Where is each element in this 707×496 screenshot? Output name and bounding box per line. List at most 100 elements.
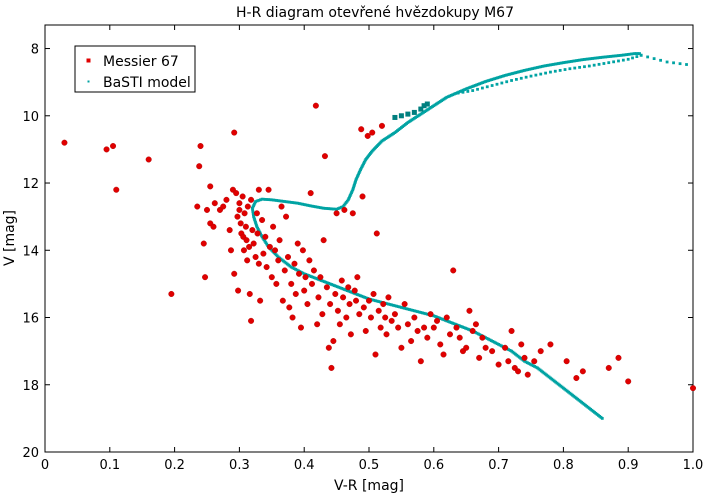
model-point	[448, 94, 452, 98]
model-point	[294, 267, 297, 271]
model-point	[443, 318, 447, 322]
model-point	[584, 57, 588, 61]
model-point	[451, 93, 455, 97]
model-point	[256, 228, 260, 232]
m67-star-point	[579, 368, 586, 375]
model-point	[485, 85, 489, 89]
model-point	[467, 86, 471, 90]
model-point	[314, 205, 317, 209]
model-point	[424, 312, 428, 316]
model-point	[527, 362, 531, 365]
m67-star-point	[360, 304, 367, 311]
model-point	[454, 322, 457, 326]
m67-star-point	[349, 210, 356, 217]
model-point	[521, 69, 525, 73]
m67-star-point	[244, 257, 251, 264]
m67-star-point	[690, 385, 697, 392]
model-point	[524, 75, 528, 79]
model-point	[476, 82, 480, 86]
model-point	[360, 165, 364, 169]
m67-star-point	[330, 338, 337, 345]
model-point	[348, 194, 352, 197]
m67-star-point	[145, 156, 152, 163]
model-clump-point	[398, 113, 404, 119]
m67-star-point	[447, 331, 454, 338]
model-point	[421, 311, 424, 315]
model-point	[378, 300, 382, 304]
model-point	[451, 321, 454, 325]
m67-star-point	[502, 344, 509, 351]
model-point	[587, 64, 591, 68]
legend-box	[74, 45, 196, 93]
m67-star-point	[414, 327, 421, 334]
model-point	[348, 290, 352, 294]
model-point	[583, 65, 586, 69]
model-point	[436, 316, 440, 319]
m67-star-point	[207, 183, 214, 190]
model-point	[449, 321, 453, 324]
model-point	[573, 66, 577, 70]
m67-star-point	[505, 358, 512, 365]
model-point	[537, 65, 541, 69]
model-point	[374, 299, 377, 303]
m67-star-point	[235, 287, 242, 294]
model-point	[315, 277, 319, 281]
legend-marker-basti-model	[87, 80, 90, 83]
model-point	[583, 58, 586, 61]
model-point	[375, 299, 379, 303]
model-point	[320, 206, 324, 210]
m67-star-point	[325, 344, 332, 351]
model-point	[445, 319, 449, 323]
model-point	[293, 201, 296, 205]
m67-star-point	[210, 223, 217, 230]
model-point	[265, 198, 269, 201]
model-point	[490, 78, 494, 82]
model-point	[301, 202, 304, 206]
m67-star-point	[563, 358, 570, 365]
model-point	[283, 200, 287, 203]
m67-star-point	[328, 364, 335, 371]
model-point	[539, 65, 543, 69]
m67-star-point	[401, 301, 408, 308]
model-point	[262, 238, 266, 242]
model-point	[479, 81, 483, 85]
model-point	[361, 295, 365, 299]
m67-star-point	[301, 287, 308, 294]
model-point	[364, 296, 368, 300]
model-point	[346, 289, 349, 293]
model-point	[357, 172, 361, 176]
m67-star-point	[227, 247, 234, 254]
model-point	[353, 181, 357, 184]
model-point	[507, 348, 511, 352]
m67-star-point	[279, 297, 286, 304]
x-tick-label: 0.4	[294, 458, 315, 473]
model-point	[514, 71, 517, 75]
model-point	[296, 201, 300, 205]
model-point	[574, 59, 578, 63]
model-point	[294, 201, 298, 205]
m67-star-point	[362, 327, 369, 334]
model-point	[471, 89, 475, 92]
model-point	[254, 222, 258, 226]
model-point	[476, 87, 479, 91]
model-point	[568, 60, 572, 64]
model-point	[320, 279, 323, 282]
model-point	[419, 311, 423, 314]
model-point	[355, 175, 359, 179]
model-point	[491, 77, 495, 81]
model-point	[527, 67, 531, 71]
m67-star-point	[203, 206, 210, 213]
model-point	[531, 67, 535, 70]
model-point	[301, 271, 305, 275]
model-point	[327, 207, 330, 211]
model-point	[576, 58, 580, 62]
model-point	[474, 331, 477, 334]
chart-title: H-R diagram otevřené hvězdokupy M67	[236, 5, 514, 21]
model-point	[302, 203, 306, 206]
model-point	[286, 200, 290, 204]
m67-star-point	[508, 327, 515, 334]
m67-star-point	[354, 274, 361, 281]
x-tick-label: 0.9	[618, 458, 639, 473]
model-point	[620, 53, 624, 57]
model-point	[499, 75, 502, 79]
